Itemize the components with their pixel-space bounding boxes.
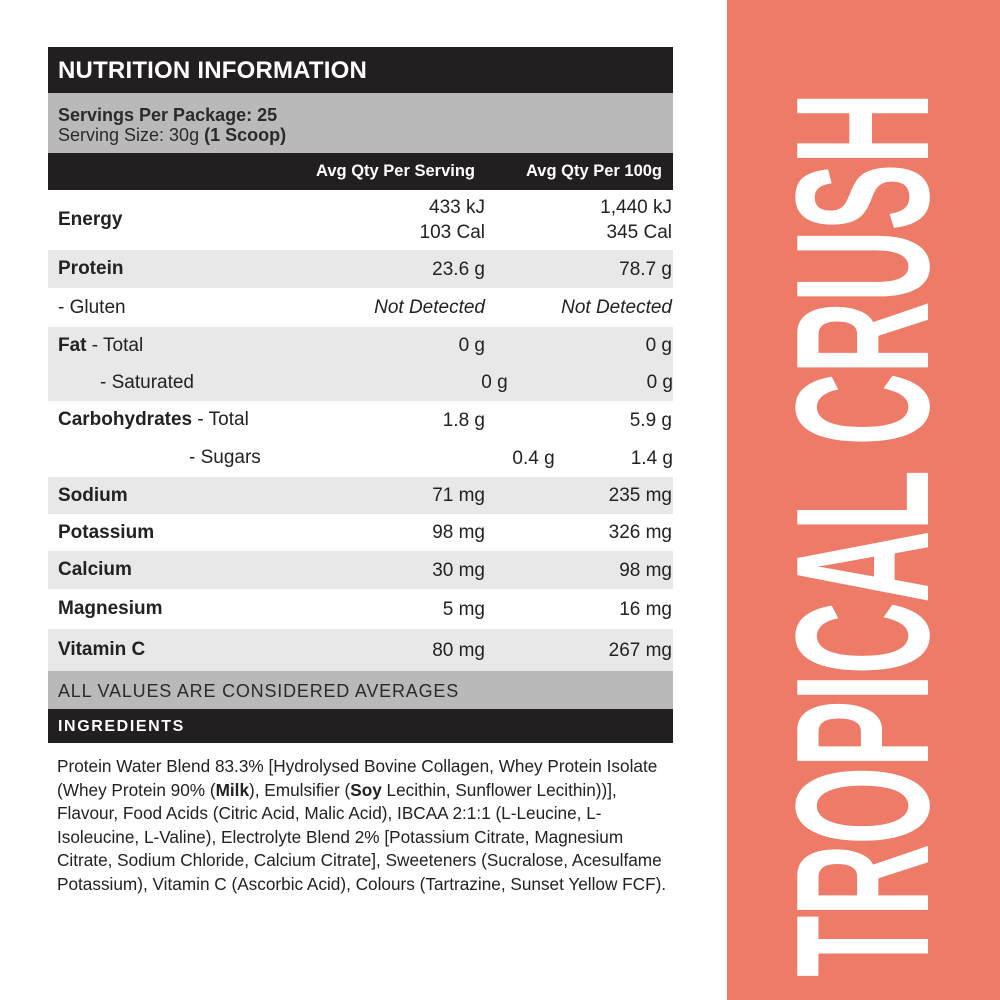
nutrient-name: Energy [58,209,123,230]
value-per-100g: 326 mg [608,522,672,543]
nutrition-row: Vitamin C 80 mg 267 mg [48,629,673,671]
nutrient-label: - Gluten [48,297,318,319]
ingredients-part: Lecithin, Sunflower Lecithin))], Flavour… [57,779,667,894]
energy-cal: 103 Cal [419,222,486,243]
nutrient-name: Fat [58,334,87,356]
value-per-100g: 1.4 g [630,447,673,469]
nutrient-sub: - Saturated [100,371,194,393]
nutrition-row: Energy 433 kJ 103 Cal 1,440 kJ 345 Cal [48,190,673,250]
energy-kj: 433 kJ [429,197,485,218]
nutrient-label: Energy [48,209,318,231]
ingredients-text: Protein Water Blend 83.3% [Hydrolysed Bo… [48,743,677,896]
nutrient-label: Sodium [48,485,318,507]
nutrition-row: Fat - Total 0 g 0 g [48,327,673,364]
nutrition-panel: NUTRITION INFORMATION Servings Per Packa… [48,47,673,896]
value-per-serving: 0 g [458,335,485,356]
value-per-serving: 30 mg [432,559,485,581]
ingredients-part: Protein Water Blend 83.3% [Hydrolysed Bo… [57,756,658,800]
value-per-serving: 80 mg [432,639,485,661]
nutrient-sub: - Total [86,334,144,356]
value-per-100g: 98 mg [619,559,672,581]
nutrient-sub: - Sugars [189,447,261,468]
value-per-100g: 0 g [645,335,672,356]
value-per-serving: 433 kJ 103 Cal [318,195,486,245]
averages-note: ALL VALUES ARE CONSIDERED AVERAGES [48,671,673,709]
nutrient-name: Vitamin C [58,639,146,660]
nutrition-row: Calcium 30 mg 98 mg [48,551,673,589]
value-per-100g: 1,440 kJ 345 Cal [485,195,672,245]
nutrition-row: Magnesium 5 mg 16 mg [48,589,673,629]
nutrient-name: Calcium [58,559,132,580]
value-per-serving: 5 mg [442,598,485,620]
nutrition-row: Carbohydrates - Total 1.8 g 5.9 g [48,401,673,439]
nutrient-name: Carbohydrates [58,409,193,430]
flavour-name: TROPICAL CRUSH [757,92,969,978]
value-per-100g: 16 mg [619,598,672,620]
value-per-serving: 71 mg [432,485,485,506]
nutrition-title: NUTRITION INFORMATION [48,47,673,93]
nutrition-row: - Sugars 0.4 g 1.4 g [48,439,673,477]
allergen-milk: Milk [215,779,250,800]
servings-per-package: Servings Per Package: 25 [58,105,278,125]
col-per-serving: Avg Qty Per Serving [316,162,475,180]
nutrient-sub: - Total [192,409,249,430]
nutrition-row: - Saturated 0 g 0 g [48,364,673,401]
column-header: Avg Qty Per Serving Avg Qty Per 100g [48,153,673,190]
value-per-serving: 98 mg [432,522,485,543]
nutrition-row: Sodium 71 mg 235 mg [48,477,673,514]
value-per-100g: 0 g [646,372,673,393]
nutrition-row: - Gluten Not Detected Not Detected [48,288,673,327]
serving-size-note: (1 Scoop) [204,125,287,145]
value-per-100g: 78.7 g [619,258,672,280]
nutrient-label: - Saturated [48,372,360,394]
ingredients-heading: INGREDIENTS [48,709,673,743]
value-per-100g: 5.9 g [629,409,672,431]
value-per-100g: 235 mg [608,485,672,506]
ingredients-part: ), Emulsifier ( [249,779,351,800]
serving-size: Serving Size: 30g [58,125,200,145]
nutrient-label: Protein [48,258,318,280]
nutrient-sub: - Gluten [58,296,126,318]
servings-info: Servings Per Package: 25 Serving Size: 3… [48,93,673,153]
value-per-100g: Not Detected [561,297,672,318]
nutrient-label: Fat - Total [48,335,318,357]
allergen-soy: Soy [350,779,382,800]
nutrient-name: Potassium [58,521,155,543]
flavour-panel: TROPICAL CRUSH [727,0,1000,1000]
nutrient-name: Protein [58,258,124,279]
nutrition-row: Potassium 98 mg 326 mg [48,514,673,551]
nutrient-label: - Sugars [48,447,449,469]
nutrient-label: Vitamin C [48,639,318,661]
value-per-serving: Not Detected [374,297,485,318]
energy-cal: 345 Cal [606,222,673,243]
nutrition-rows: Energy 433 kJ 103 Cal 1,440 kJ 345 Cal Protei… [48,190,673,671]
nutrient-label: Carbohydrates - Total [48,409,318,431]
value-per-serving: 1.8 g [442,409,485,431]
nutrient-label: Magnesium [48,598,318,620]
nutrient-name: Magnesium [58,598,163,619]
value-per-serving: 0.4 g [512,447,555,469]
nutrition-row: Protein 23.6 g 78.7 g [48,250,673,288]
nutrient-label: Potassium [48,522,318,544]
col-per-100g: Avg Qty Per 100g [525,162,662,180]
value-per-serving: 0 g [481,372,508,393]
nutrient-name: Sodium [58,484,128,506]
nutrient-label: Calcium [48,559,318,581]
energy-kj: 1,440 kJ [600,197,672,218]
value-per-serving: 23.6 g [432,258,485,280]
value-per-100g: 267 mg [608,639,672,661]
